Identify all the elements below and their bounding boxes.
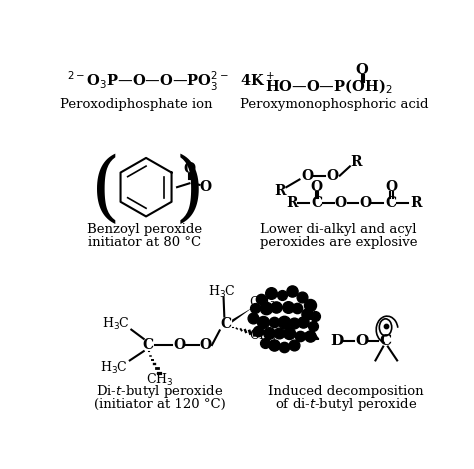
Point	[296, 332, 303, 340]
Text: H$_3$C: H$_3$C	[102, 316, 130, 332]
Text: O: O	[335, 196, 346, 210]
Text: Peroxymonophosphoric acid: Peroxymonophosphoric acid	[240, 98, 428, 111]
Text: O: O	[173, 338, 185, 352]
Point	[284, 303, 292, 310]
Text: HO—O—P(OH)$_2$: HO—O—P(OH)$_2$	[264, 78, 392, 96]
Point	[267, 289, 274, 296]
Text: $^{2-}$O$_3$P—O—O—PO$_3^{2-}$  4K$^+$: $^{2-}$O$_3$P—O—O—PO$_3^{2-}$ 4K$^+$	[67, 69, 275, 92]
Point	[261, 340, 268, 347]
Text: O: O	[199, 180, 211, 194]
Point	[382, 322, 389, 330]
Text: O: O	[355, 63, 368, 77]
Text: O: O	[359, 196, 372, 210]
Text: CH$_3$: CH$_3$	[249, 328, 277, 344]
Point	[252, 304, 259, 312]
Text: O: O	[183, 162, 195, 176]
Point	[264, 330, 272, 337]
Text: C: C	[385, 196, 397, 210]
Text: O: O	[301, 169, 313, 182]
Text: Lower di-alkyl and acyl: Lower di-alkyl and acyl	[260, 223, 417, 236]
Text: peroxides are explosive: peroxides are explosive	[259, 236, 417, 249]
Point	[290, 341, 298, 349]
Text: R: R	[350, 155, 362, 169]
Text: initiator at 80 °C: initiator at 80 °C	[88, 236, 201, 249]
Point	[306, 301, 313, 309]
Point	[259, 318, 267, 325]
Point	[311, 312, 319, 319]
Text: H$_3$C: H$_3$C	[100, 360, 128, 376]
Text: R: R	[274, 184, 286, 198]
Point	[280, 343, 288, 350]
Point	[293, 304, 301, 312]
Text: C: C	[380, 334, 392, 348]
Text: Di-$t$-butyl peroxide: Di-$t$-butyl peroxide	[96, 383, 224, 400]
Text: R: R	[286, 196, 298, 210]
Polygon shape	[232, 307, 253, 323]
Text: R: R	[410, 196, 421, 210]
Text: CH$_3$: CH$_3$	[146, 371, 174, 388]
Text: O: O	[385, 180, 397, 194]
Point	[278, 291, 285, 299]
Text: (initiator at 120 °C): (initiator at 120 °C)	[94, 398, 226, 411]
Point	[255, 327, 262, 335]
Point	[270, 318, 278, 325]
Point	[298, 294, 306, 301]
Point	[288, 287, 296, 295]
Point	[290, 320, 298, 327]
Text: Induced decomposition: Induced decomposition	[268, 385, 424, 398]
Point	[249, 314, 257, 322]
Text: D: D	[330, 334, 343, 348]
Text: O: O	[327, 169, 339, 182]
Text: CH$_3$: CH$_3$	[249, 295, 277, 311]
Text: Peroxodiphosphate ion: Peroxodiphosphate ion	[61, 98, 213, 111]
Point	[273, 303, 280, 310]
Text: H$_3$C: H$_3$C	[208, 284, 236, 300]
Point	[303, 310, 311, 318]
Point	[309, 322, 317, 330]
Text: of di-$t$-butyl peroxide: of di-$t$-butyl peroxide	[275, 396, 417, 413]
Text: (: (	[91, 154, 120, 228]
Text: ): )	[174, 154, 204, 228]
Text: O: O	[310, 180, 323, 194]
Text: C: C	[220, 317, 231, 331]
Point	[300, 318, 307, 325]
Point	[263, 304, 270, 312]
Point	[286, 330, 293, 337]
Point	[280, 318, 288, 325]
Point	[275, 330, 283, 337]
Text: Benzoyl peroxide: Benzoyl peroxide	[87, 223, 202, 236]
Text: C: C	[311, 196, 322, 210]
Text: C: C	[143, 338, 154, 352]
Text: O: O	[200, 338, 212, 352]
Point	[257, 295, 264, 303]
Text: O: O	[355, 334, 368, 348]
Point	[270, 341, 278, 349]
Point	[306, 332, 313, 340]
